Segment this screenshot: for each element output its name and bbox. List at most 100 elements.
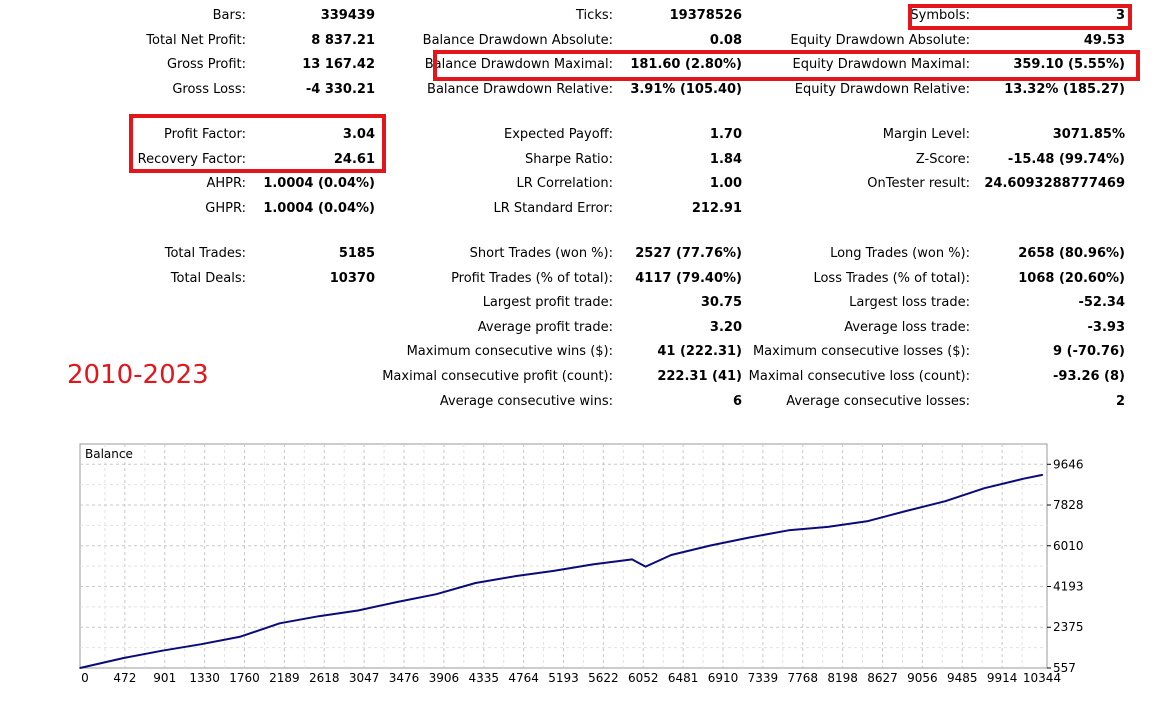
balance-point <box>552 570 555 572</box>
x-tick-label: 1760 <box>229 671 260 685</box>
stat-label-ontester-result: OnTester result: <box>867 176 970 191</box>
stat-label-average-loss-trade: Average loss trade: <box>844 320 970 335</box>
stat-value-largest-profit-trade: 30.75 <box>700 295 742 310</box>
balance-chart: 0 472 901 1330 1760 2189 2618 3047 3476 3906 4335 4… <box>79 443 1084 685</box>
stat-label-maximum-consecutive-wins: Maximum consecutive wins ($): <box>406 344 613 359</box>
y-tick-label: 557 <box>1053 661 1076 675</box>
stat-value-loss-trades-of-total: 1068 (20.60%) <box>1018 271 1125 286</box>
stat-value-equity-drawdown-absolute: 49.53 <box>1083 33 1125 48</box>
stat-label-maximum-consecutive-losses: Maximum consecutive losses ($): <box>752 344 970 359</box>
stat-label-maximal-consecutive-profit-count: Maximal consecutive profit (count): <box>382 369 613 384</box>
stat-value-long-trades-won: 2658 (80.96%) <box>1018 246 1125 261</box>
x-tick-label: 4335 <box>468 671 499 685</box>
balance-point <box>396 601 398 603</box>
stat-label-sharpe-ratio: Sharpe Ratio: <box>525 152 613 167</box>
balance-point <box>513 575 516 578</box>
x-tick-label: 1330 <box>189 671 220 685</box>
stat-value-average-consecutive-losses: 2 <box>1115 394 1125 409</box>
stat-label-balance-drawdown-maximal: Balance Drawdown Maximal: <box>424 57 613 72</box>
stat-label-average-profit-trade: Average profit trade: <box>477 320 613 335</box>
highlight-drawdown-maximal <box>433 50 1140 81</box>
x-tick-label: 3047 <box>349 671 380 685</box>
stat-value-recovery-factor: 24.61 <box>333 152 375 167</box>
x-tick-label: 472 <box>113 671 136 685</box>
balance-point <box>827 526 829 528</box>
stat-value-z-score: -15.48 (99.74%) <box>1007 152 1125 167</box>
stat-label-expected-payoff: Expected Payoff: <box>504 127 613 142</box>
balance-point <box>239 635 242 638</box>
balance-point <box>122 657 124 659</box>
x-tick-label: 3476 <box>389 671 420 685</box>
stat-value-balance-drawdown-absolute: 0.08 <box>709 33 742 48</box>
stat-value-margin-level: 3071.85% <box>1052 127 1125 142</box>
balance-point <box>670 554 673 556</box>
stat-label-average-consecutive-losses: Average consecutive losses: <box>786 394 970 409</box>
stat-value-maximal-consecutive-loss-count: -93.26 (8) <box>1053 369 1125 384</box>
balance-point <box>944 500 947 502</box>
balance-point <box>161 649 163 652</box>
stat-label-short-trades-won: Short Trades (won %): <box>469 246 613 261</box>
stat-label-average-consecutive-wins: Average consecutive wins: <box>439 394 613 409</box>
stat-label-equity-drawdown-maximal: Equity Drawdown Maximal: <box>792 57 970 72</box>
stat-value-expected-payoff: 1.70 <box>709 127 742 142</box>
stat-label-profit-factor: Profit Factor: <box>164 127 246 142</box>
stat-value-ontester-result: 24.6093288777469 <box>984 176 1125 191</box>
stat-value-lr-standard-error: 212.91 <box>691 201 742 216</box>
stat-value-ghpr: 1.0004 (0.04%) <box>263 201 375 216</box>
stat-value-total-deals: 10370 <box>329 271 375 286</box>
stat-value-lr-correlation: 1.00 <box>709 176 742 191</box>
x-tick-label: 4764 <box>508 671 539 685</box>
x-tick-label: 9056 <box>907 671 938 685</box>
balance-point <box>79 667 81 669</box>
stat-label-total-deals: Total Deals: <box>170 271 246 286</box>
x-tick-label: 5622 <box>588 671 619 685</box>
x-tick-label: 7768 <box>787 671 818 685</box>
stat-label-loss-trades-of-total: Loss Trades (% of total): <box>813 271 970 286</box>
stat-value-average-loss-trade: -3.93 <box>1087 320 1125 335</box>
x-tick-label: 901 <box>153 671 176 685</box>
stat-label-margin-level: Margin Level: <box>882 127 970 142</box>
chart-title: Balance <box>85 447 133 461</box>
stat-value-total-trades: 5185 <box>338 246 375 261</box>
x-tick-label: 7339 <box>748 671 779 685</box>
x-tick-label: 0 <box>81 671 89 685</box>
stat-label-ghpr: GHPR: <box>205 201 246 216</box>
stat-value-equity-drawdown-relative: 13.32% (185.27) <box>1004 82 1125 97</box>
x-tick-label: 9914 <box>987 671 1018 685</box>
x-tick-label: 2618 <box>309 671 340 685</box>
stat-label-long-trades-won: Long Trades (won %): <box>830 246 970 261</box>
balance-point <box>709 544 712 547</box>
balance-point <box>866 520 868 523</box>
balance-point <box>592 563 594 566</box>
stat-label-ticks: Ticks: <box>576 8 613 23</box>
balance-point <box>631 558 633 561</box>
balance-point <box>318 615 320 617</box>
x-tick-label: 6052 <box>628 671 659 685</box>
stat-value-equity-drawdown-maximal: 359.10 (5.55%) <box>1013 57 1125 72</box>
stat-label-equity-drawdown-relative: Equity Drawdown Relative: <box>794 82 970 97</box>
stat-label-lr-standard-error: LR Standard Error: <box>493 201 613 216</box>
stat-label-balance-drawdown-relative: Balance Drawdown Relative: <box>427 82 613 97</box>
y-tick-label: 7828 <box>1053 498 1084 512</box>
stat-label-maximal-consecutive-loss-count: Maximal consecutive loss (count): <box>748 369 970 384</box>
stat-label-gross-profit: Gross Profit: <box>166 57 246 72</box>
stat-value-maximum-consecutive-losses: 9 (-70.76) <box>1053 344 1125 359</box>
stat-value-bars: 339439 <box>320 8 375 23</box>
x-tick-label: 8198 <box>827 671 858 685</box>
x-tick-label: 2189 <box>269 671 300 685</box>
stat-label-bars: Bars: <box>212 8 246 23</box>
stat-label-largest-profit-trade: Largest profit trade: <box>482 295 613 310</box>
balance-point <box>905 510 907 512</box>
stat-label-lr-correlation: LR Correlation: <box>516 176 613 191</box>
highlight-profit-recovery-factor <box>129 114 386 173</box>
stat-value-maximal-consecutive-profit-count: 222.31 (41) <box>657 369 742 384</box>
stat-value-symbols: 3 <box>1115 8 1125 23</box>
stat-label-largest-loss-trade: Largest loss trade: <box>849 295 970 310</box>
stat-value-total-net-profit: 8 837.21 <box>311 33 375 48</box>
stat-label-gross-loss: Gross Loss: <box>172 82 246 97</box>
stat-label-balance-drawdown-absolute: Balance Drawdown Absolute: <box>422 33 613 48</box>
balance-point <box>1041 474 1044 476</box>
balance-point <box>357 609 359 612</box>
plot-area <box>79 443 1048 669</box>
x-tick-label: 6910 <box>708 671 739 685</box>
